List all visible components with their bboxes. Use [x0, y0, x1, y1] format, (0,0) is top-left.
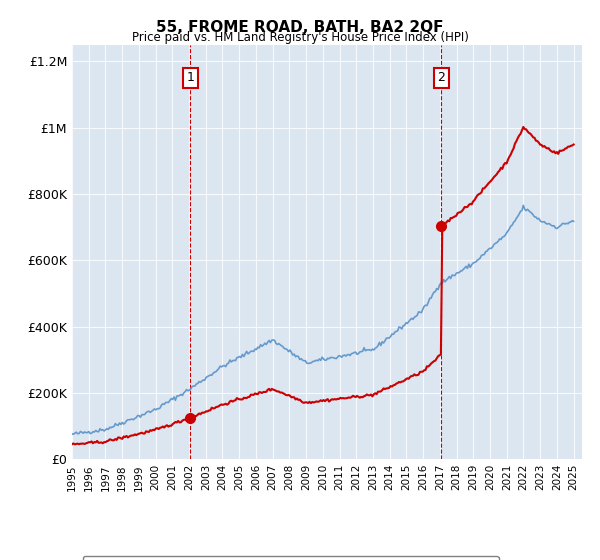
Text: 2: 2	[437, 72, 445, 85]
Text: 55, FROME ROAD, BATH, BA2 2QF: 55, FROME ROAD, BATH, BA2 2QF	[156, 20, 444, 35]
Text: Price paid vs. HM Land Registry's House Price Index (HPI): Price paid vs. HM Land Registry's House …	[131, 31, 469, 44]
Text: 1: 1	[186, 72, 194, 85]
Legend: 55, FROME ROAD, BATH, BA2 2QF (detached house), HPI: Average price, detached hou: 55, FROME ROAD, BATH, BA2 2QF (detached …	[83, 556, 499, 560]
